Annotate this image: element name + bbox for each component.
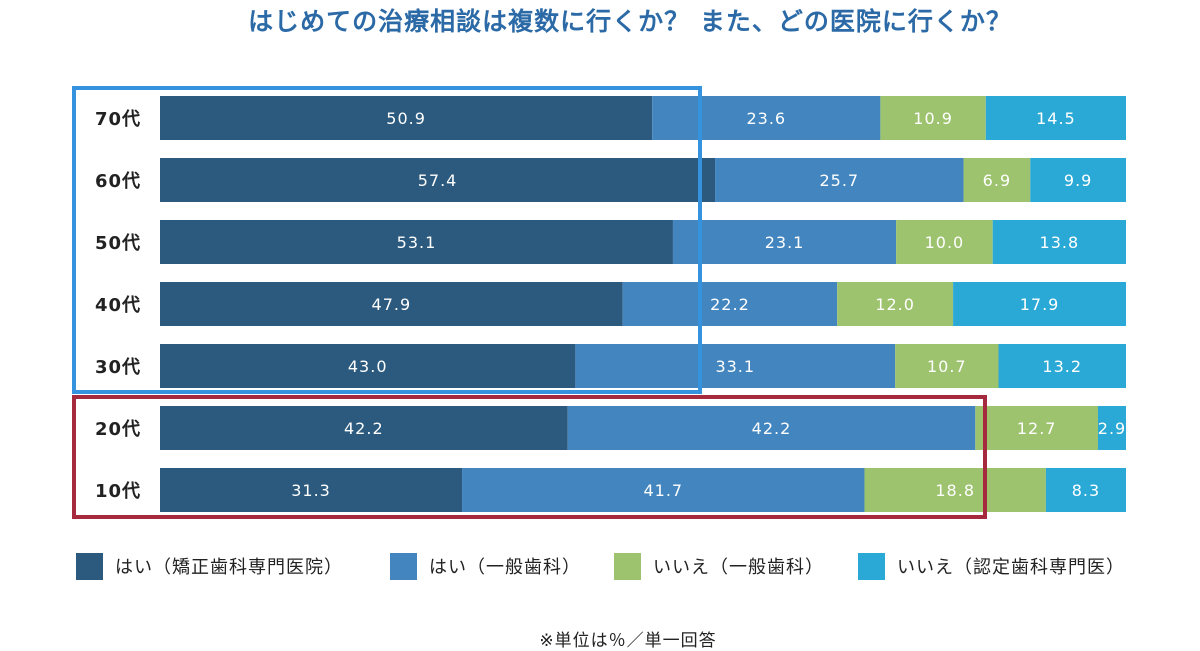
bar-segment: [672, 220, 897, 264]
legend-item-1: はい（一般歯科）: [390, 552, 581, 580]
legend-swatch: [858, 552, 885, 580]
bar-segment: [160, 344, 576, 388]
data-label: 25.7: [819, 171, 859, 190]
bar-segment: [160, 468, 463, 512]
data-label: 42.2: [752, 419, 792, 438]
unit-note: ※単位は％／単一回答: [539, 631, 717, 651]
bar-segment: [160, 220, 673, 264]
data-label: 10.9: [913, 109, 953, 128]
bar-segment: [1030, 158, 1126, 202]
data-label: 17.9: [1020, 295, 1060, 314]
bar-segment: [864, 468, 1046, 512]
data-label: 47.9: [372, 295, 412, 314]
legend-item-0: はい（矯正歯科専門医院）: [76, 552, 343, 580]
legend-swatch: [390, 552, 417, 580]
highlight-box-30s-70s: [72, 86, 702, 394]
data-label: 14.5: [1036, 109, 1076, 128]
legend-swatch: [76, 552, 103, 580]
data-label: 50.9: [386, 109, 426, 128]
data-label: 13.8: [1040, 233, 1080, 252]
bar-segment: [462, 468, 865, 512]
data-label: 9.9: [1064, 171, 1092, 190]
bar-segment: [953, 282, 1126, 326]
data-label: 8.3: [1072, 481, 1100, 500]
legend-item-3: いいえ（認定歯科専門医）: [858, 552, 1125, 580]
data-label: 12.7: [1017, 419, 1057, 438]
data-label: 10.7: [927, 357, 967, 376]
data-label: 33.1: [715, 357, 755, 376]
category-label: 30代: [95, 357, 141, 378]
bar-segment: [1045, 468, 1126, 512]
highlight-box-10s-20s: [72, 395, 987, 519]
chart-title: はじめての治療相談は複数に行くか？ また、どの医院に行くか？: [248, 7, 1012, 36]
category-label: 50代: [95, 233, 141, 254]
data-label: 6.9: [983, 171, 1011, 190]
data-label: 2.9: [1098, 419, 1126, 438]
category-label: 60代: [95, 171, 141, 192]
stacked-bar-chart: 50.9 23.6 10.9 14.5 70代 57.4 25.7 6.9 9.9 60代 53.1…: [72, 86, 1126, 519]
bar-segment: [160, 406, 568, 450]
legend-label: いいえ（認定歯科専門医）: [897, 557, 1125, 578]
data-label: 23.6: [746, 109, 786, 128]
bar-segment: [715, 158, 964, 202]
data-label: 42.2: [344, 419, 384, 438]
data-label: 18.8: [935, 481, 975, 500]
legend-item-2: いいえ（一般歯科）: [614, 552, 824, 580]
bar-segment: [963, 158, 1031, 202]
bar-segment: [880, 96, 986, 140]
data-label: 43.0: [348, 357, 388, 376]
bar-segment: [575, 344, 896, 388]
bar-segment: [992, 220, 1126, 264]
data-label: 12.0: [875, 295, 915, 314]
bar-segment: [622, 282, 838, 326]
data-label: 57.4: [418, 171, 458, 190]
legend-label: はい（一般歯科）: [429, 557, 581, 578]
bar-segment: [837, 282, 954, 326]
data-label: 13.2: [1042, 357, 1082, 376]
category-label: 40代: [95, 295, 141, 316]
legend-label: いいえ（一般歯科）: [653, 557, 824, 578]
bar-segment: [985, 96, 1126, 140]
data-label: 10.0: [925, 233, 965, 252]
category-label: 10代: [95, 481, 141, 502]
category-label: 20代: [95, 419, 141, 440]
bar-segment: [160, 96, 653, 140]
bar-segment: [160, 282, 623, 326]
bar-segment: [975, 406, 1098, 450]
bar-segment: [160, 158, 716, 202]
bar-segment: [567, 406, 976, 450]
data-label: 41.7: [643, 481, 683, 500]
data-label: 31.3: [291, 481, 331, 500]
legend-swatch: [614, 552, 641, 580]
legend-label: はい（矯正歯科専門医院）: [115, 557, 343, 578]
bar-segment: [896, 220, 993, 264]
data-label: 23.1: [765, 233, 805, 252]
bar-segment: [1097, 406, 1126, 450]
category-label: 70代: [95, 109, 141, 130]
data-label: 53.1: [397, 233, 437, 252]
bar-segment: [998, 344, 1126, 388]
bar-segment: [652, 96, 881, 140]
bar-segment: [895, 344, 999, 388]
data-label: 22.2: [710, 295, 750, 314]
